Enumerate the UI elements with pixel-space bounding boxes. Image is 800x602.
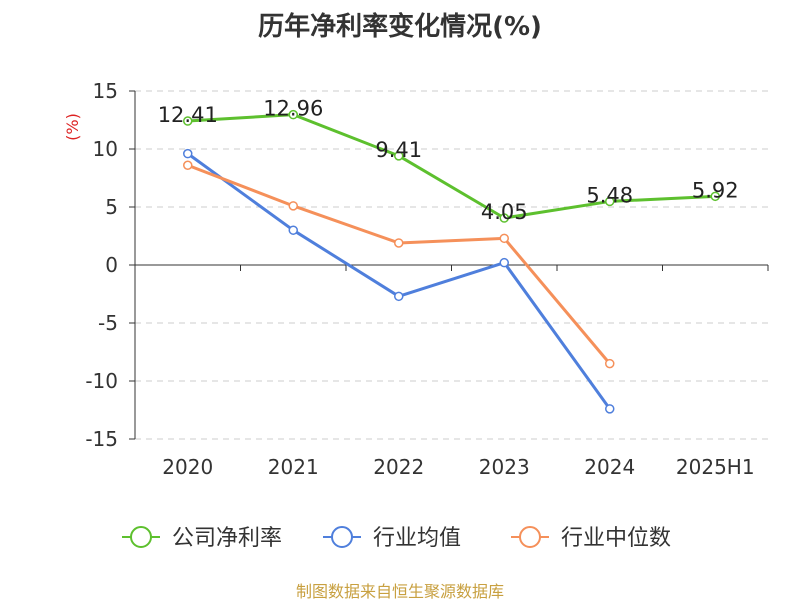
data-point (394, 291, 404, 302)
data-point (605, 358, 615, 369)
x-tick-label: 2025H1 (676, 455, 755, 479)
data-point (499, 257, 509, 268)
y-tick-label: -15 (85, 427, 118, 451)
legend-label: 行业中位数 (561, 526, 671, 551)
data-point (288, 225, 298, 235)
series-line (186, 152, 611, 410)
data-point (499, 213, 509, 223)
legend-marker (519, 526, 541, 548)
data-point (605, 196, 615, 207)
data-point (183, 148, 193, 159)
series-line (187, 113, 716, 220)
legend-label: 行业均值 (373, 526, 461, 551)
legend-marker (130, 526, 152, 548)
data-point (288, 201, 298, 211)
data-point (183, 160, 193, 170)
data-point (183, 116, 193, 126)
data-point (394, 151, 404, 161)
chart-title: 历年净利率变化情况(%) (258, 12, 542, 42)
y-tick-label: -10 (85, 369, 118, 393)
y-tick-label: 0 (105, 253, 118, 277)
x-tick-label: 2023 (479, 455, 530, 479)
data-label: 9.41 (375, 138, 422, 162)
y-tick-label: 10 (93, 137, 118, 161)
legend-label: 公司净利率 (172, 526, 282, 551)
data-point (288, 109, 298, 120)
x-tick-label: 2021 (268, 455, 319, 479)
legend-marker (331, 526, 353, 548)
y-tick-label: 15 (93, 79, 118, 103)
y-tick-label: 5 (105, 195, 118, 219)
x-tick-label: 2022 (373, 455, 424, 479)
x-tick-label: 2024 (584, 455, 635, 479)
data-point (710, 191, 720, 202)
data-point (499, 233, 509, 244)
data-label: 5.92 (692, 178, 739, 202)
data-label: 12.96 (263, 97, 323, 121)
series-line (187, 163, 611, 365)
data-point (605, 404, 615, 414)
y-axis-label: (%) (63, 113, 82, 141)
data-label: 4.05 (481, 200, 528, 224)
x-tick-label: 2020 (162, 455, 213, 479)
data-label: 12.41 (158, 103, 218, 127)
y-tick-label: -5 (98, 311, 118, 335)
data-point (394, 238, 404, 248)
data-label: 5.48 (586, 183, 633, 207)
source-note: 制图数据来自恒生聚源数据库 (295, 582, 504, 601)
